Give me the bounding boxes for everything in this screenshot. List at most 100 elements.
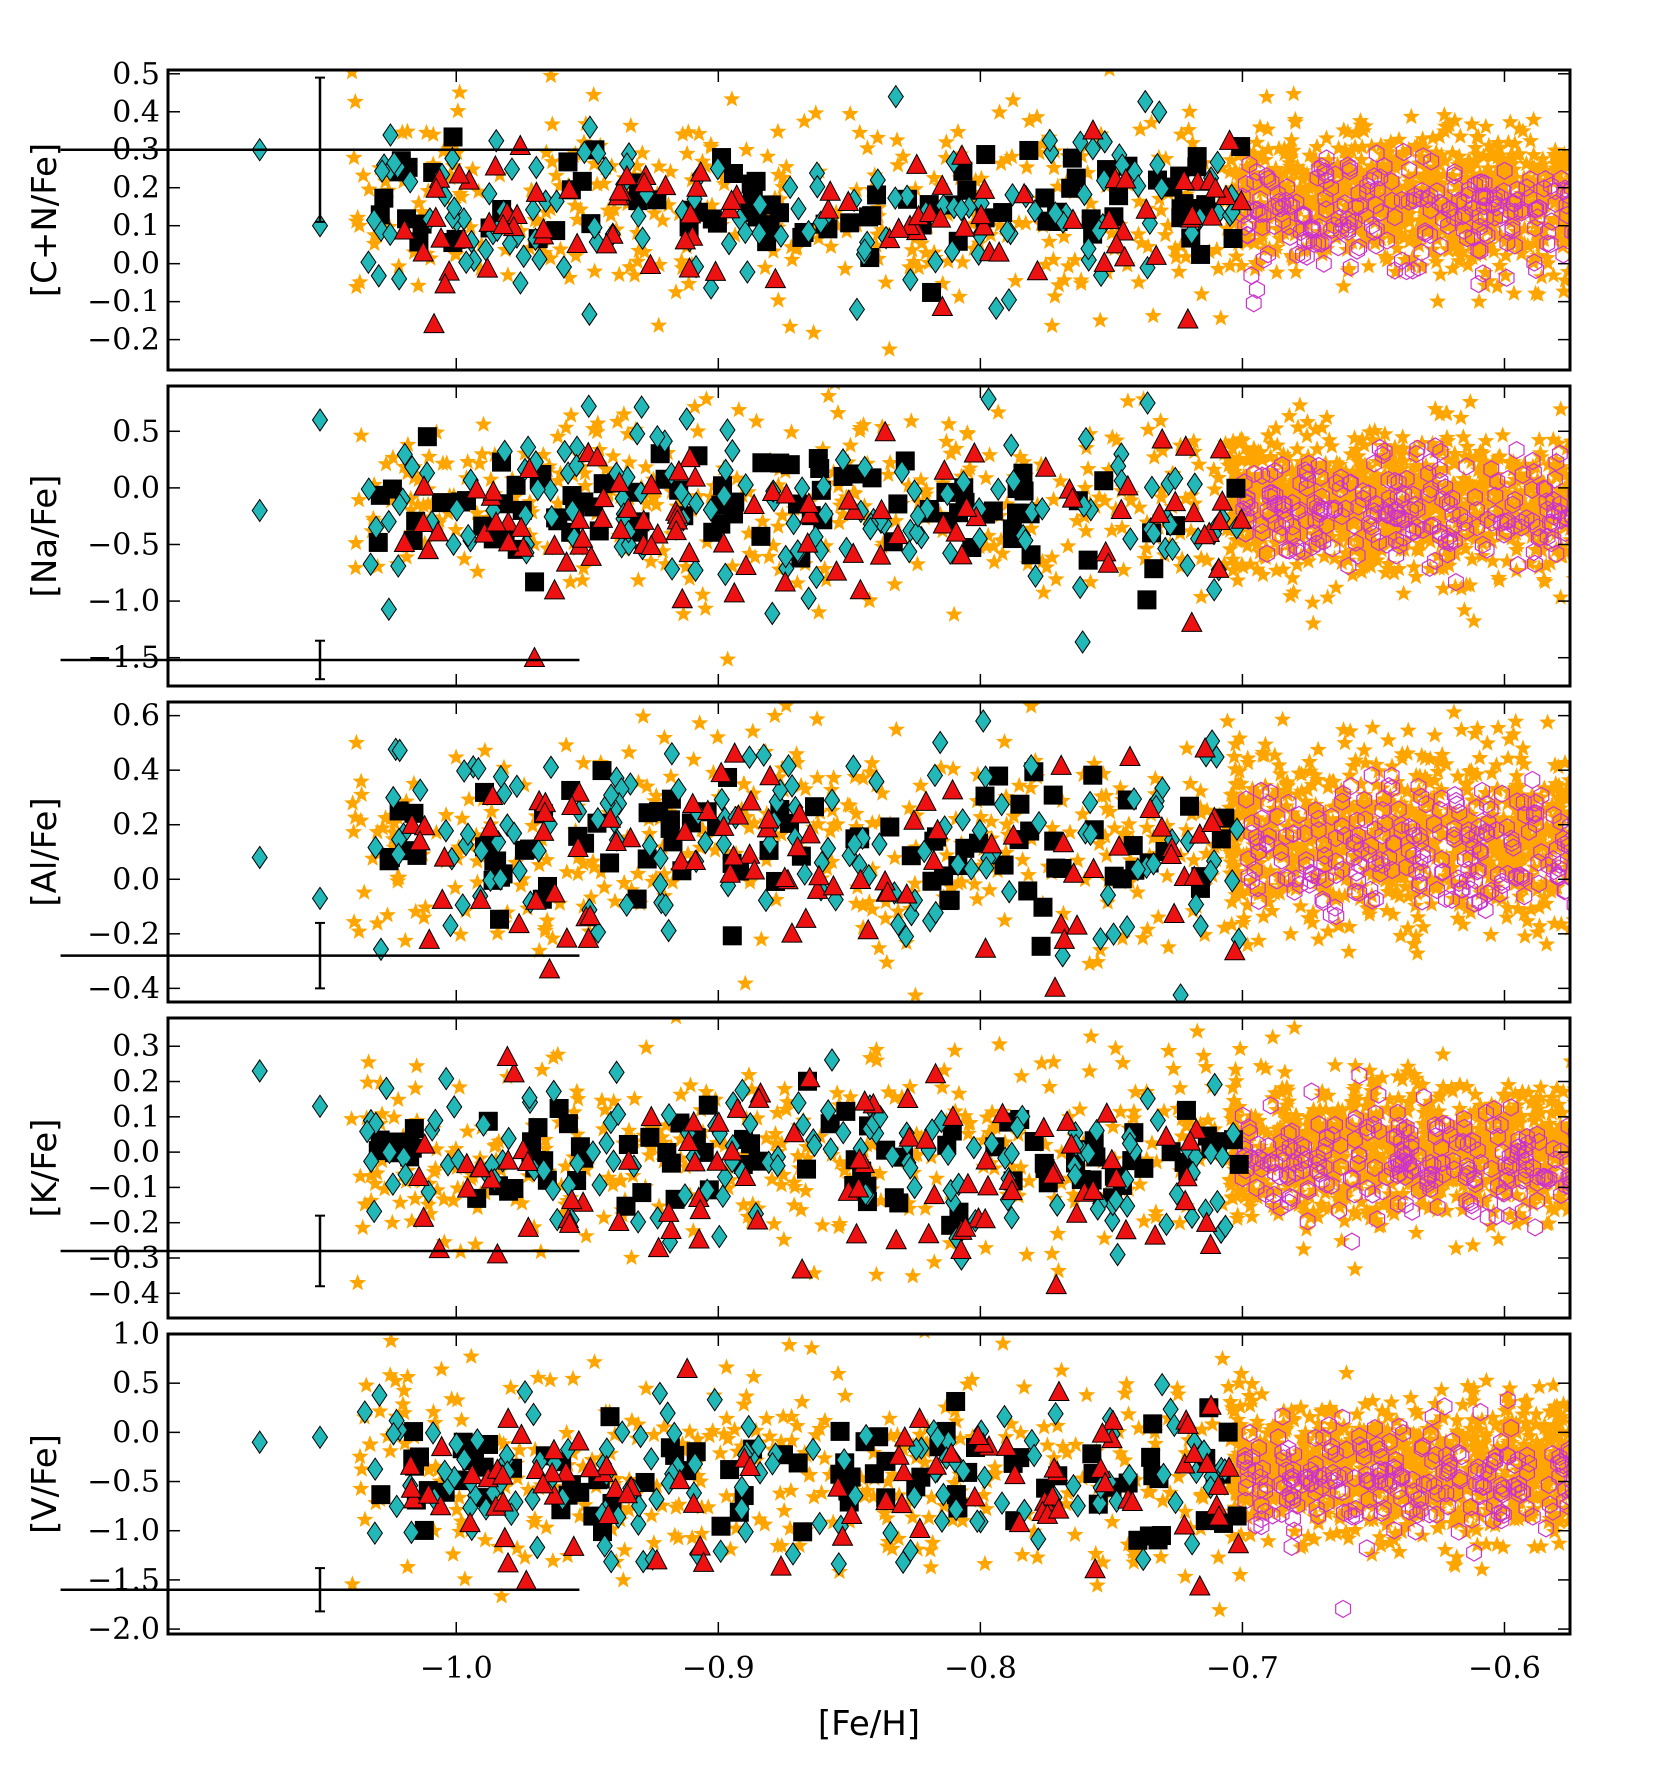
triangle-marker bbox=[497, 530, 520, 552]
star-marker bbox=[1422, 895, 1441, 912]
star-marker bbox=[576, 477, 594, 494]
star-marker bbox=[1573, 198, 1590, 214]
star-marker bbox=[1440, 115, 1458, 133]
star-marker bbox=[934, 274, 952, 292]
hexagon-marker bbox=[1254, 466, 1271, 485]
star-marker bbox=[1288, 460, 1306, 478]
hexagon-marker bbox=[1573, 190, 1588, 207]
hexagon-marker bbox=[1547, 470, 1563, 489]
star-marker bbox=[900, 799, 918, 816]
star-marker bbox=[1280, 407, 1298, 424]
star-marker bbox=[718, 843, 736, 860]
star-marker bbox=[1393, 445, 1411, 462]
star-marker bbox=[1561, 859, 1570, 876]
star-marker bbox=[647, 496, 665, 513]
star-marker bbox=[1108, 431, 1126, 448]
star-marker bbox=[1493, 526, 1511, 544]
star-marker bbox=[965, 239, 983, 257]
star-marker bbox=[981, 446, 999, 463]
hexagon-marker bbox=[1295, 205, 1312, 224]
star-marker bbox=[1532, 480, 1550, 497]
star-marker bbox=[1205, 460, 1223, 477]
star-marker bbox=[1561, 919, 1570, 936]
star-marker bbox=[1427, 476, 1445, 493]
square-marker bbox=[1144, 559, 1164, 579]
star-marker bbox=[972, 808, 990, 825]
star-marker bbox=[691, 838, 709, 855]
star-marker bbox=[1574, 841, 1591, 857]
star-marker bbox=[1280, 817, 1298, 834]
hexagon-marker bbox=[1539, 527, 1556, 546]
star-marker bbox=[1021, 111, 1039, 129]
hexagon-marker bbox=[1292, 474, 1309, 493]
star-marker bbox=[446, 879, 464, 896]
star-marker bbox=[854, 918, 872, 936]
star-marker bbox=[1181, 774, 1199, 792]
star-marker bbox=[1407, 831, 1425, 848]
star-marker bbox=[1449, 211, 1467, 229]
star-marker bbox=[1022, 778, 1040, 796]
star-marker bbox=[1399, 887, 1417, 904]
triangle-marker bbox=[509, 134, 532, 155]
star-marker bbox=[1288, 850, 1306, 867]
star-marker bbox=[1508, 767, 1526, 784]
y-tick-label: 0.2 bbox=[112, 171, 160, 206]
hexagon-marker bbox=[1300, 470, 1316, 489]
star-marker bbox=[416, 534, 434, 551]
star-marker bbox=[396, 931, 414, 949]
star-marker bbox=[1043, 316, 1061, 334]
star-marker bbox=[1152, 488, 1170, 505]
star-marker bbox=[1399, 189, 1417, 206]
star-marker bbox=[1416, 139, 1434, 156]
panel-cn-fe: −0.2−0.10.00.10.20.30.40.5[C+N/Fe] bbox=[25, 57, 1590, 372]
star-marker bbox=[1072, 274, 1090, 291]
hexagon-marker bbox=[1251, 204, 1268, 224]
triangle-marker bbox=[438, 259, 460, 281]
star-marker bbox=[1445, 827, 1463, 844]
star-marker bbox=[726, 226, 744, 243]
star-marker bbox=[1459, 847, 1477, 864]
hexagon-marker bbox=[1458, 457, 1475, 476]
diamond-marker bbox=[512, 270, 529, 295]
diamond-marker bbox=[739, 260, 756, 284]
star-marker bbox=[1129, 225, 1147, 242]
star-marker bbox=[1330, 478, 1348, 496]
triangle-marker bbox=[412, 511, 435, 532]
star-marker bbox=[561, 573, 579, 590]
star-marker bbox=[1450, 252, 1468, 269]
hexagon-marker bbox=[1477, 186, 1494, 206]
diamond-marker bbox=[902, 267, 919, 292]
star-marker bbox=[1507, 222, 1525, 239]
star-marker bbox=[829, 404, 847, 421]
star-marker bbox=[1226, 456, 1244, 474]
square-marker bbox=[711, 514, 731, 534]
star-marker bbox=[1328, 454, 1346, 471]
hexagon-marker bbox=[1574, 524, 1589, 541]
star-marker bbox=[1533, 824, 1551, 841]
star-marker bbox=[769, 122, 787, 139]
diamond-marker bbox=[1137, 89, 1154, 114]
diamond-marker bbox=[373, 159, 391, 183]
star-marker bbox=[1258, 885, 1276, 903]
star-marker bbox=[1137, 539, 1155, 556]
star-marker bbox=[1381, 151, 1399, 168]
star-marker bbox=[1417, 502, 1435, 519]
star-marker bbox=[1081, 954, 1099, 972]
diamond-marker bbox=[887, 186, 904, 210]
diamond-marker bbox=[815, 474, 832, 499]
star-marker bbox=[1529, 533, 1548, 550]
triangle-marker bbox=[1209, 437, 1232, 459]
star-marker bbox=[1246, 529, 1264, 546]
star-marker bbox=[1314, 483, 1332, 500]
star-marker bbox=[1451, 127, 1469, 144]
star-marker bbox=[1253, 450, 1271, 468]
hexagon-marker bbox=[1526, 253, 1543, 272]
triangle-marker bbox=[426, 520, 449, 542]
star-marker bbox=[1322, 527, 1340, 545]
star-marker bbox=[620, 743, 638, 760]
star-marker bbox=[405, 774, 423, 792]
star-marker bbox=[977, 469, 995, 486]
diamond-marker bbox=[856, 455, 873, 480]
star-marker bbox=[1379, 559, 1397, 577]
star-marker bbox=[558, 863, 576, 880]
